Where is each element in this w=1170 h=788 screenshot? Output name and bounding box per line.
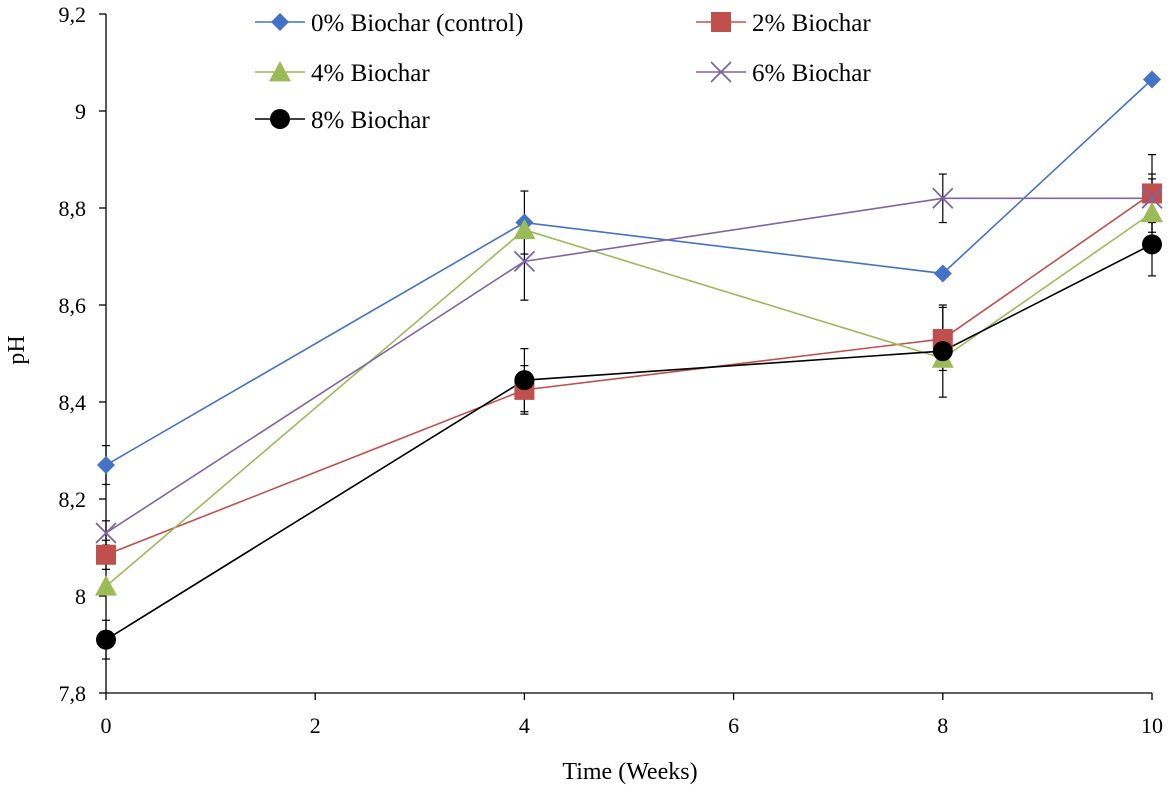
- y-tick-label: 9: [75, 99, 86, 124]
- data-point-4-biochar: [95, 575, 117, 596]
- series-line-4-biochar: [105, 212, 1153, 587]
- data-point-6-biochar: [95, 522, 117, 544]
- data-point-6-biochar: [932, 187, 954, 209]
- x-tick-label: 4: [519, 713, 530, 738]
- data-point-0-biochar-control: [97, 456, 115, 475]
- series-markers: [95, 70, 1163, 650]
- data-point-8-biochar: [514, 370, 535, 391]
- series-lines: [105, 78, 1153, 641]
- x-axis-title: Time (Weeks): [562, 759, 697, 785]
- data-point-4-biochar: [1141, 201, 1163, 223]
- x-tick-label: 6: [728, 713, 739, 738]
- axes: [99, 13, 1153, 700]
- x-tick-label: 8: [937, 713, 948, 738]
- tick-labels: 7,8 8 8,2 8,4 8,6 8,8 9 9,2 0 2 4 6 8 10: [59, 2, 1164, 738]
- data-point-6-biochar: [513, 250, 536, 272]
- legend-label: 0% Biochar (control): [311, 10, 523, 37]
- legend-item-2-biochar: 2% Biochar: [696, 10, 871, 37]
- y-tick-label: 8,6: [59, 293, 87, 318]
- y-tick-label: 9,2: [59, 2, 87, 27]
- y-tick-label: 8,8: [59, 196, 87, 221]
- legend-item-8-biochar: 8% Biochar: [255, 107, 430, 134]
- y-tick-label: 8: [75, 584, 86, 609]
- legend-marker: [710, 61, 732, 83]
- error-bars: [102, 154, 1156, 660]
- data-point-0-biochar-control: [933, 264, 952, 283]
- legend-marker: [269, 61, 291, 82]
- x-tick-label: 10: [1141, 713, 1163, 738]
- y-tick-label: 8,2: [59, 487, 87, 512]
- legend-label: 4% Biochar: [311, 60, 430, 87]
- series-line-8-biochar: [105, 243, 1153, 641]
- y-tick-label: 7,8: [59, 681, 87, 706]
- legend-marker: [270, 109, 290, 129]
- y-axis-title: pH: [4, 335, 30, 364]
- data-point-2-biochar: [1142, 183, 1162, 204]
- legend-label: 2% Biochar: [752, 10, 871, 37]
- legend-item-6-biochar: 6% Biochar: [696, 60, 871, 87]
- legend-label: 8% Biochar: [311, 107, 430, 134]
- series-line-2-biochar: [105, 192, 1153, 556]
- data-point-2-biochar: [96, 544, 116, 565]
- legend-marker: [711, 12, 731, 32]
- data-point-6-biochar: [1141, 187, 1163, 209]
- y-tick-label: 8,4: [59, 390, 87, 415]
- legend: 0% Biochar (control) 2% Biochar 4% Biochar…: [255, 10, 871, 134]
- data-point-4-biochar: [513, 218, 536, 240]
- data-point-8-biochar: [1142, 234, 1162, 255]
- legend-label: 6% Biochar: [752, 60, 871, 87]
- data-point-0-biochar-control: [1143, 70, 1161, 89]
- legend-item-4-biochar: 4% Biochar: [255, 60, 430, 87]
- data-point-8-biochar: [932, 341, 953, 362]
- data-point-8-biochar: [96, 629, 116, 650]
- legend-marker: [271, 13, 289, 31]
- x-tick-label: 2: [310, 713, 321, 738]
- series-line-6-biochar: [105, 197, 1152, 534]
- series-line-0-biochar-control: [105, 78, 1153, 466]
- x-tick-label: 0: [101, 713, 112, 738]
- legend-item-0-biochar-control: 0% Biochar (control): [255, 10, 523, 37]
